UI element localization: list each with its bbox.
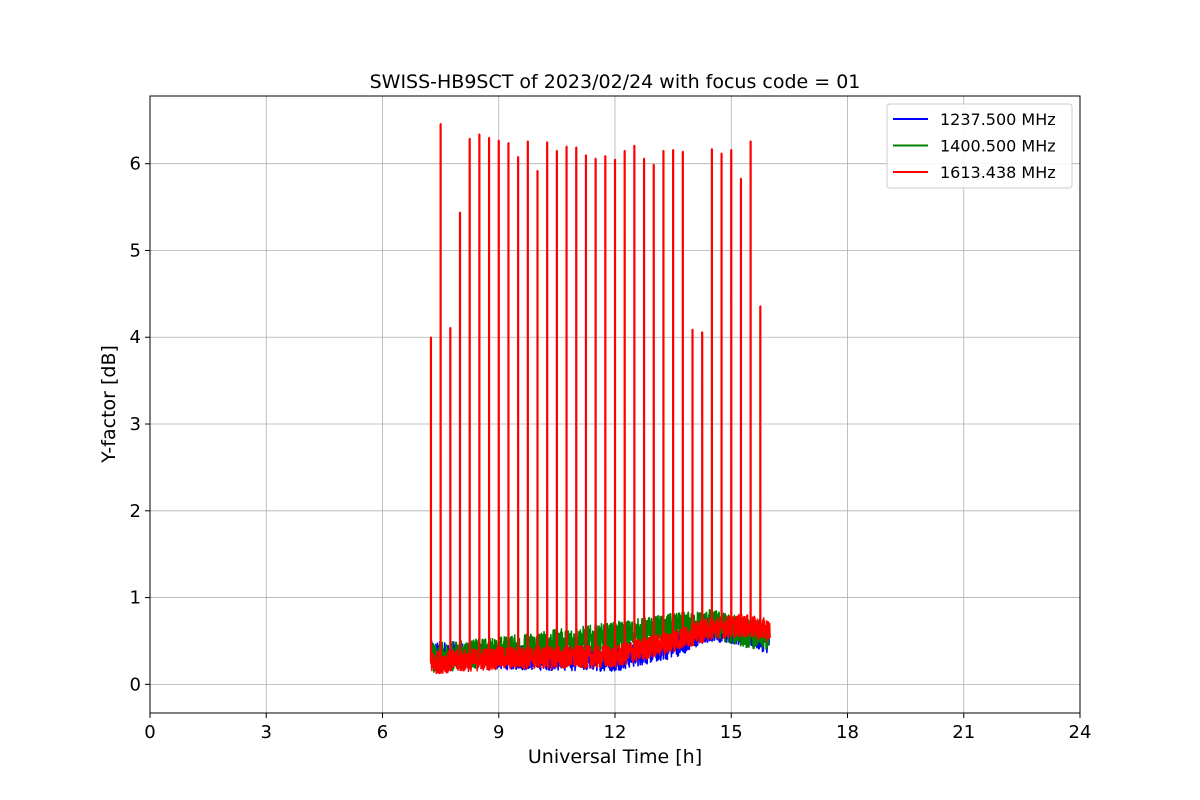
- x-tick-label: 12: [604, 722, 627, 743]
- x-tick-label: 3: [261, 722, 272, 743]
- y-tick-label: 5: [130, 240, 141, 261]
- x-tick-label: 24: [1069, 722, 1092, 743]
- legend-label: 1237.500 MHz: [940, 110, 1056, 129]
- x-tick-label: 6: [377, 722, 388, 743]
- y-tick-label: 6: [130, 154, 141, 175]
- legend: 1237.500 MHz 1400.500 MHz 1613.438 MHz: [886, 103, 1073, 189]
- y-tick-label: 4: [130, 327, 141, 348]
- y-axis-label: Y-factor [dB]: [98, 345, 120, 464]
- series-layer: [429, 122, 771, 675]
- x-tick-label: 21: [952, 722, 975, 743]
- x-tick-label: 15: [720, 722, 743, 743]
- y-tick-label: 1: [130, 588, 141, 609]
- x-axis-ticks: 0 3 6 9 12 15 18 21 24: [144, 713, 1091, 743]
- y-axis-ticks: 0 1 2 3 4 5 6: [130, 154, 150, 695]
- x-axis-label: Universal Time [h]: [528, 746, 702, 768]
- legend-label: 1613.438 MHz: [940, 163, 1056, 182]
- y-tick-label: 0: [130, 674, 141, 695]
- x-tick-label: 9: [493, 722, 504, 743]
- x-tick-label: 18: [836, 722, 859, 743]
- x-tick-label: 0: [144, 722, 155, 743]
- chart-title: SWISS-HB9SCT of 2023/02/24 with focus co…: [370, 71, 861, 93]
- legend-label: 1400.500 MHz: [940, 137, 1056, 156]
- y-tick-label: 3: [130, 414, 141, 435]
- y-tick-label: 2: [130, 501, 141, 522]
- legend-box: [886, 103, 1073, 189]
